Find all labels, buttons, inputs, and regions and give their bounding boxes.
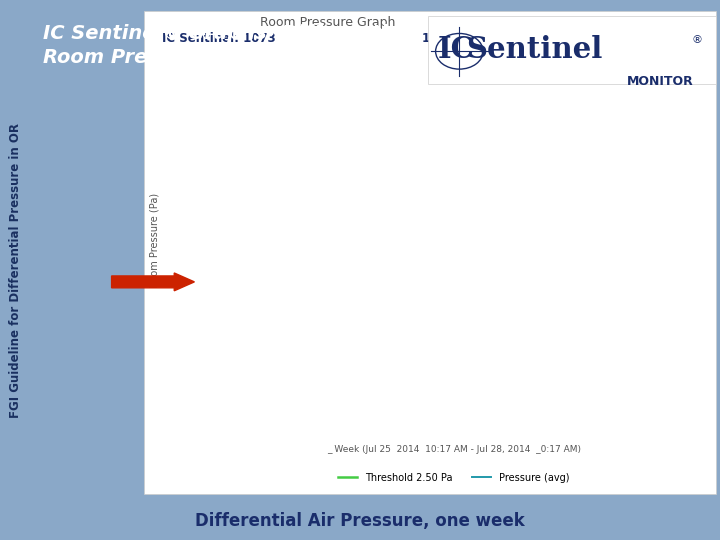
Text: IC Sentinel: 1073: IC Sentinel: 1073 <box>162 32 276 45</box>
Text: Room Pressure Graph: Room Pressure Graph <box>260 16 395 29</box>
Text: ®: ® <box>691 35 702 45</box>
Text: IC: IC <box>438 35 474 64</box>
Text: Room Pressure (Pa): Room Pressure (Pa) <box>150 193 160 288</box>
Text: Sentinel: Sentinel <box>467 35 603 64</box>
Text: IC Sentinel® Graphs- Differential
Room Pressure: IC Sentinel® Graphs- Differential Room P… <box>43 24 408 67</box>
Text: MONITOR: MONITOR <box>626 75 693 87</box>
Legend: Threshold 2.50 Pa, Pressure (avg): Threshold 2.50 Pa, Pressure (avg) <box>334 469 573 487</box>
Text: FGI Guideline for Differential Pressure in OR: FGI Guideline for Differential Pressure … <box>9 123 22 417</box>
Text: _ Week (Jul 25  2014  10:17 AM - Jul 28, 2014  _0:17 AM): _ Week (Jul 25 2014 10:17 AM - Jul 28, 2… <box>327 446 580 455</box>
Text: 192.168.3.112: 192.168.3.112 <box>421 32 517 45</box>
Text: Differential Air Pressure, one week: Differential Air Pressure, one week <box>195 512 525 530</box>
